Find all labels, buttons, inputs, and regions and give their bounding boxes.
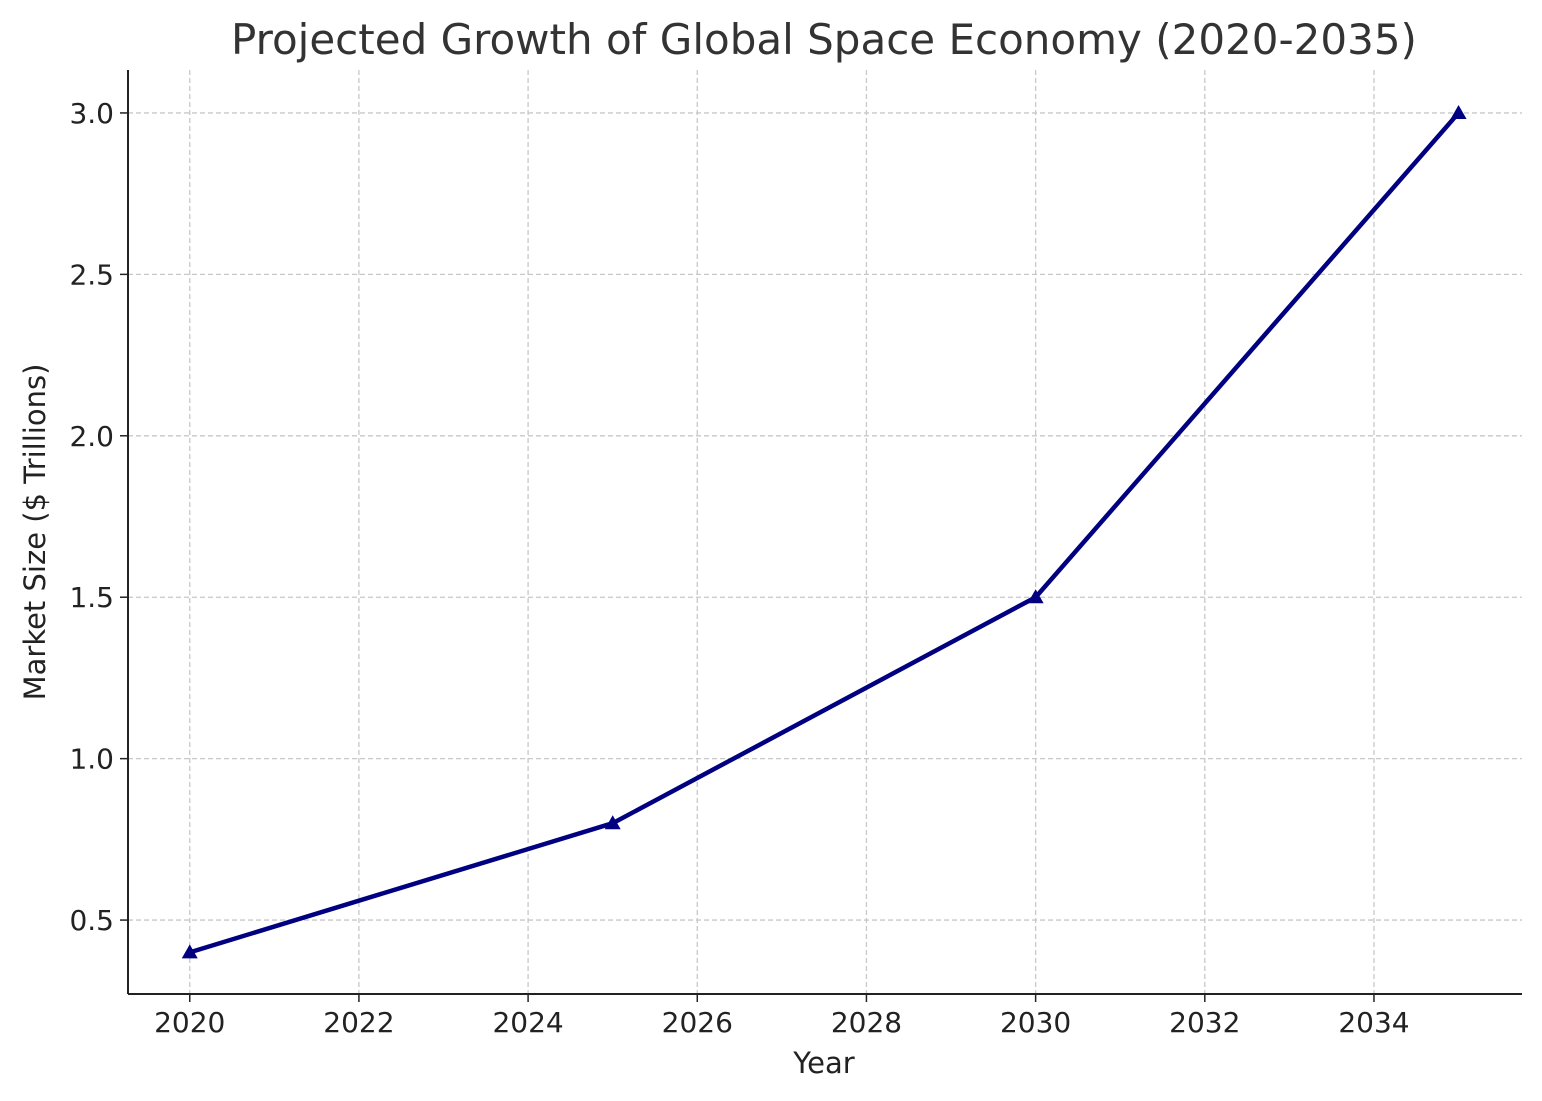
x-axis-label: Year [792,1046,854,1080]
axes: 2020 2022 2024 2026 2028 2030 2032 2034 0.5 1.0 1.… [69,70,1522,1039]
x-tick-label: 2020 [154,1006,225,1039]
y-axis-label: Market Size ($ Trillions) [18,364,52,701]
x-tick-label: 2030 [1000,1006,1071,1039]
chart-title: Projected Growth of Global Space Economy… [231,15,1417,64]
y-tick-label: 2.0 [69,420,114,453]
series-layer [181,104,1467,959]
data-point-marker [1450,104,1467,119]
data-point-marker [604,815,621,830]
series-line [189,111,1461,955]
y-tick-label: 3.0 [69,97,114,130]
y-tick-label: 0.5 [69,904,114,937]
data-point-marker [181,944,198,959]
data-point-marker [1027,589,1044,604]
grid [128,70,1522,994]
x-tick-label: 2028 [831,1006,902,1039]
y-tick-label: 1.5 [69,581,114,614]
x-tick-label: 2022 [323,1006,394,1039]
x-tick-label: 2034 [1338,1006,1409,1039]
x-tick-label: 2026 [662,1006,733,1039]
y-tick-label: 2.5 [69,258,114,291]
x-tick-label: 2024 [492,1006,563,1039]
x-tick-label: 2032 [1169,1006,1240,1039]
y-tick-label: 1.0 [69,743,114,776]
